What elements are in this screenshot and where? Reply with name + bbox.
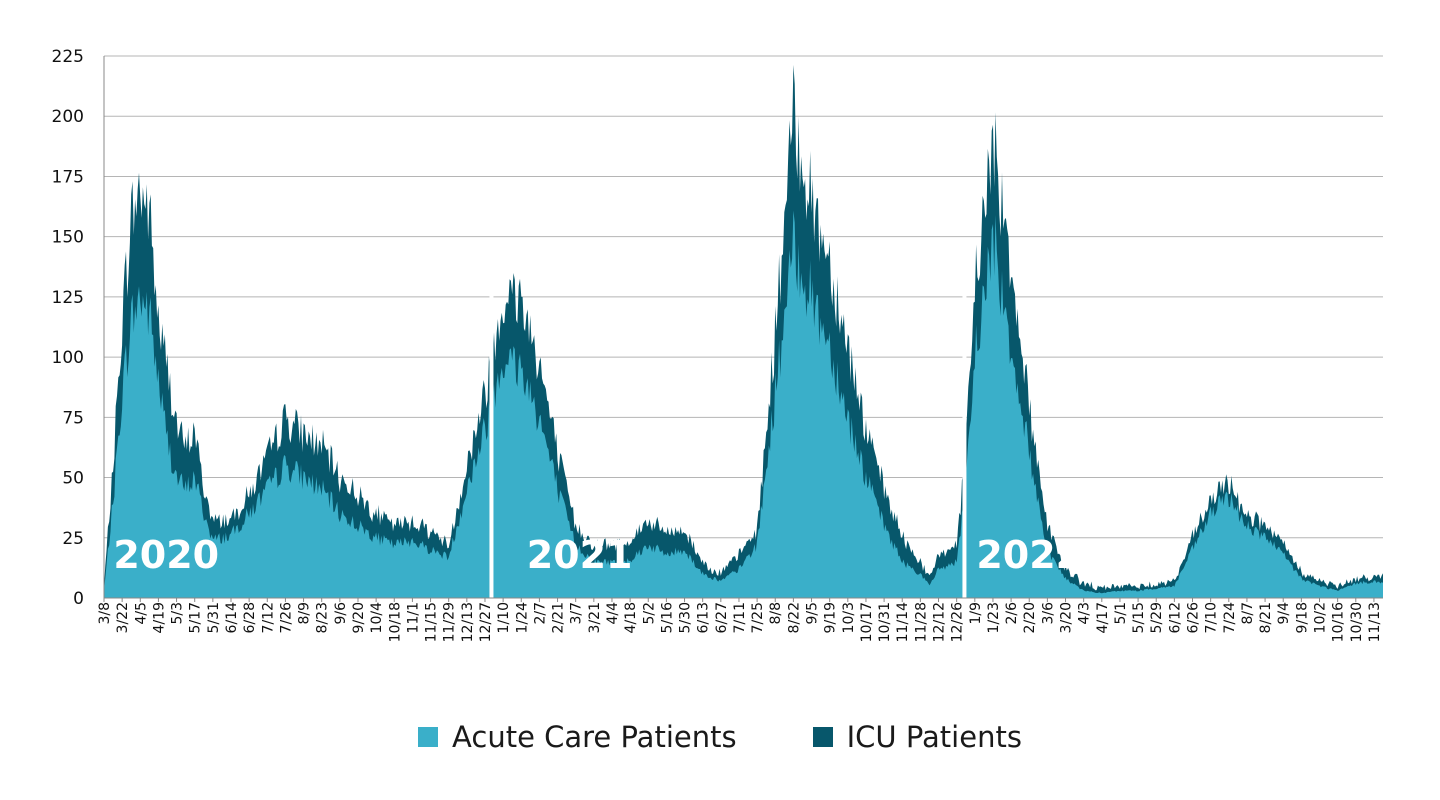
x-tick-label: 9/6 xyxy=(333,602,349,625)
x-tick-label: 7/10 xyxy=(1204,602,1220,633)
legend-label-icu: ICU Patients xyxy=(846,720,1022,754)
y-tick-label: 200 xyxy=(52,107,84,127)
x-tick-label: 7/12 xyxy=(260,602,276,633)
x-tick-label: 8/9 xyxy=(297,602,313,625)
x-tick-label: 6/12 xyxy=(1167,602,1183,633)
area-acute-care-patients xyxy=(104,210,1383,598)
year-separators xyxy=(489,284,967,598)
chart-legend: Acute Care Patients ICU Patients xyxy=(0,712,1440,762)
x-tick-label: 8/8 xyxy=(768,602,784,625)
x-tick-label: 5/31 xyxy=(206,602,222,633)
y-tick-label: 100 xyxy=(52,348,84,368)
x-tick-label: 11/1 xyxy=(405,602,421,633)
x-tick-label: 10/3 xyxy=(841,602,857,633)
legend-swatch-icu xyxy=(812,727,833,747)
x-tick-label: 6/14 xyxy=(224,602,240,634)
x-tick-label: 10/31 xyxy=(877,602,893,642)
y-tick-label: 75 xyxy=(62,408,84,428)
x-tick-label: 4/3 xyxy=(1077,602,1093,625)
y-tick-label: 0 xyxy=(73,589,84,609)
legend-swatch-acute xyxy=(418,727,439,747)
x-tick-label: 10/30 xyxy=(1349,602,1365,642)
x-tick-label: 10/2 xyxy=(1313,602,1329,633)
x-tick-label: 9/20 xyxy=(351,602,367,633)
x-tick-label: 4/17 xyxy=(1095,602,1111,633)
hospital-patients-area-chart: 2020 2021 2022 0 25 50 75 100 125 150 175 200 225 3… xyxy=(52,47,1383,642)
x-tick-label: 6/26 xyxy=(1186,602,1202,634)
y-tick-label: 125 xyxy=(52,288,84,308)
x-tick-label: 5/3 xyxy=(170,602,186,625)
x-tick-label: 6/28 xyxy=(242,602,258,633)
x-tick-label: 11/14 xyxy=(895,602,911,642)
x-tick-label: 10/17 xyxy=(859,602,875,642)
stacked-areas xyxy=(104,64,1383,598)
x-tick-label: 1/24 xyxy=(514,602,530,634)
x-tick-label: 7/26 xyxy=(278,602,294,634)
x-tick-label: 10/16 xyxy=(1331,602,1347,642)
x-tick-label: 3/20 xyxy=(1059,602,1075,633)
x-tick-label: 7/25 xyxy=(750,602,766,633)
x-tick-label: 9/4 xyxy=(1276,602,1292,625)
x-tick-label: 7/24 xyxy=(1222,602,1238,634)
x-tick-label: 3/22 xyxy=(115,602,131,633)
x-axis-ticks: 3/8 3/22 4/5 4/19 5/3 5/17 5/31 6/14 6/28 7/12 7/2… xyxy=(97,598,1383,642)
x-tick-label: 5/15 xyxy=(1131,602,1147,633)
x-tick-label: 8/7 xyxy=(1240,602,1256,625)
x-tick-label: 2/20 xyxy=(1022,602,1038,633)
x-tick-label: 4/19 xyxy=(151,602,167,633)
x-tick-label: 12/12 xyxy=(932,602,948,642)
x-tick-label: 3/6 xyxy=(1040,602,1056,625)
year-label: 2022 xyxy=(976,533,1082,577)
x-tick-label: 10/4 xyxy=(369,602,385,634)
x-tick-label: 5/1 xyxy=(1113,602,1129,625)
x-tick-label: 6/13 xyxy=(696,602,712,633)
x-tick-label: 4/5 xyxy=(133,602,149,625)
x-tick-label: 5/30 xyxy=(678,602,694,633)
x-tick-label: 11/13 xyxy=(1367,602,1383,642)
x-tick-label: 2/6 xyxy=(1004,602,1020,625)
x-tick-label: 11/15 xyxy=(424,602,440,642)
legend-label-acute: Acute Care Patients xyxy=(452,720,737,754)
x-tick-label: 5/2 xyxy=(641,602,657,625)
x-tick-label: 3/8 xyxy=(97,602,113,625)
x-tick-label: 2/7 xyxy=(532,602,548,625)
x-tick-label: 10/18 xyxy=(387,602,403,642)
x-tick-label: 9/5 xyxy=(805,602,821,625)
x-tick-label: 12/27 xyxy=(478,602,494,642)
y-tick-label: 25 xyxy=(62,529,84,549)
x-tick-label: 5/16 xyxy=(659,602,675,634)
legend-item-acute: Acute Care Patients xyxy=(418,720,737,754)
x-tick-label: 2/21 xyxy=(551,602,567,633)
x-tick-label: 1/23 xyxy=(986,602,1002,633)
x-tick-label: 1/9 xyxy=(968,602,984,625)
x-tick-label: 6/27 xyxy=(714,602,730,633)
y-tick-label: 175 xyxy=(52,167,84,187)
axes xyxy=(103,56,1383,599)
y-tick-label: 150 xyxy=(52,228,84,248)
x-tick-label: 12/13 xyxy=(460,602,476,642)
x-tick-label: 9/19 xyxy=(823,602,839,633)
y-tick-label: 225 xyxy=(52,47,84,67)
x-tick-label: 4/18 xyxy=(623,602,639,633)
year-label: 2020 xyxy=(113,533,219,577)
x-tick-label: 3/7 xyxy=(569,602,585,625)
y-axis-ticks: 0 25 50 75 100 125 150 175 200 225 xyxy=(52,47,84,609)
x-tick-label: 5/17 xyxy=(188,602,204,633)
x-tick-label: 11/28 xyxy=(913,602,929,642)
x-tick-label: 12/26 xyxy=(950,602,966,642)
x-tick-label: 11/29 xyxy=(442,602,458,642)
x-tick-label: 3/21 xyxy=(587,602,603,633)
year-labels: 2020 2021 2022 xyxy=(113,533,1082,577)
x-tick-label: 5/29 xyxy=(1149,602,1165,633)
x-tick-label: 8/22 xyxy=(786,602,802,633)
x-tick-label: 9/18 xyxy=(1294,602,1310,633)
x-tick-label: 8/23 xyxy=(315,602,331,633)
legend-item-icu: ICU Patients xyxy=(812,720,1022,754)
y-tick-label: 50 xyxy=(62,469,84,489)
x-tick-label: 8/21 xyxy=(1258,602,1274,633)
x-tick-label: 4/4 xyxy=(605,602,621,625)
year-label: 2021 xyxy=(527,533,633,577)
x-tick-label: 1/10 xyxy=(496,602,512,633)
x-tick-label: 7/11 xyxy=(732,602,748,633)
